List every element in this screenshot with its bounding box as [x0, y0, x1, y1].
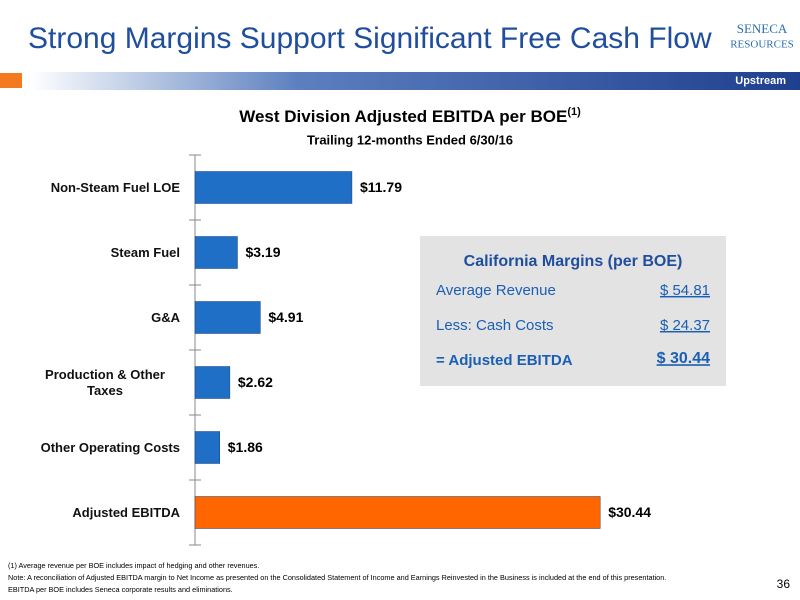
row-label: = Adjusted EBITDA [436, 352, 573, 369]
data-label: $2.62 [238, 374, 273, 390]
data-label: $11.79 [360, 179, 402, 195]
logo-sub: RESOURCES [730, 39, 794, 51]
category-label: G&A [151, 309, 180, 325]
bar [194, 431, 221, 464]
footnote: Note: A reconciliation of Adjusted EBITD… [8, 573, 666, 582]
margins-title: California Margins (per BOE) [464, 253, 683, 270]
category-label: Adjusted EBITDA [72, 504, 180, 520]
footnote: EBITDA per BOE includes Seneca corporate… [8, 585, 233, 594]
bar [194, 171, 353, 204]
footnotes: (1) Average revenue per BOE includes imp… [8, 561, 666, 594]
chart-title-text: West Division Adjusted EBITDA per BOE [239, 107, 567, 126]
accent-square [0, 73, 22, 88]
chart-title-note: (1) [567, 106, 581, 118]
category-label: Other Operating Costs [40, 439, 180, 455]
footnote: (1) Average revenue per BOE includes imp… [8, 561, 259, 570]
bar [194, 366, 231, 399]
data-label: $1.86 [228, 439, 263, 455]
row-value: $ 24.37 [660, 317, 710, 334]
category-label: Non-Steam Fuel LOE [50, 179, 180, 195]
bar [194, 236, 238, 269]
chart: $11.79 $3.19 $4.91 $2.62 $1.86 $30.44 [189, 154, 651, 546]
chart-subtitle: Trailing 12-months Ended 6/30/16 [307, 132, 513, 147]
row-label: Average Revenue [436, 282, 556, 299]
slide-title: Strong Margins Support Significant Free … [28, 22, 712, 55]
data-label: $3.19 [245, 244, 280, 260]
row-label: Less: Cash Costs [436, 317, 554, 334]
chart-title: West Division Adjusted EBITDA per BOE(1) [239, 106, 581, 127]
page-number: 36 [777, 577, 791, 591]
section-label: Upstream [735, 75, 786, 87]
row-value: $ 54.81 [660, 282, 710, 299]
margins-box [420, 236, 726, 386]
bar [194, 496, 601, 529]
data-label: $30.44 [608, 504, 651, 520]
category-label: Steam Fuel [110, 244, 180, 260]
margins-rows: Average Revenue $ 54.81 Less: Cash Costs $ … [436, 282, 710, 369]
category-label: Production & Other Taxes [45, 366, 165, 398]
bar [194, 301, 261, 334]
header-band [30, 72, 800, 90]
data-label: $4.91 [268, 309, 303, 325]
logo: SENECA [737, 21, 788, 36]
row-value: $ 30.44 [657, 350, 710, 367]
